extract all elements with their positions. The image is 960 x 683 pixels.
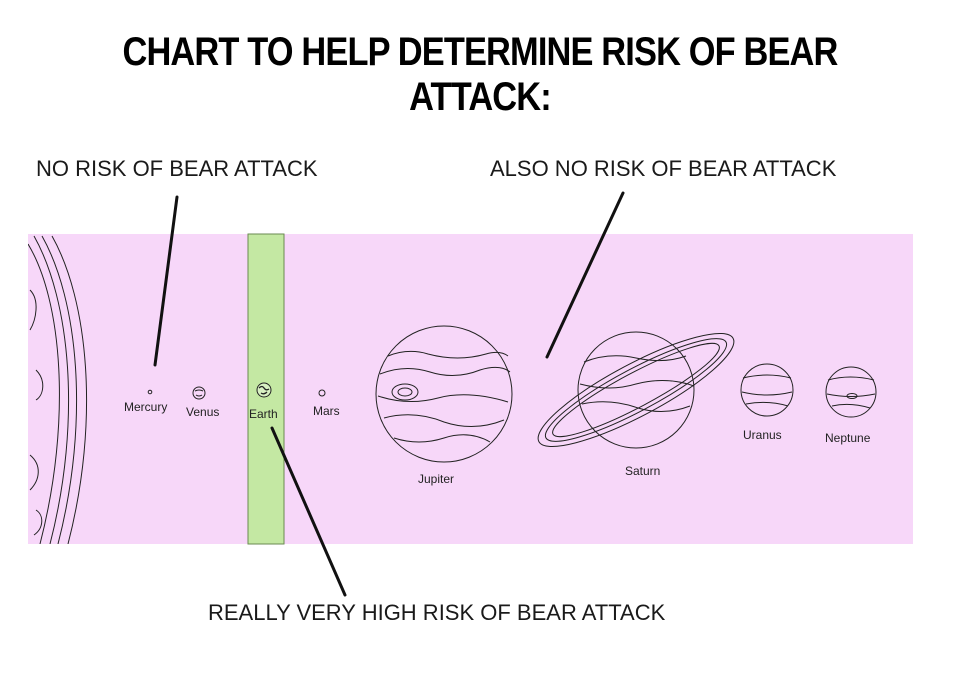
pointer-line-right — [545, 191, 625, 359]
label-neptune: Neptune — [825, 431, 871, 445]
callout-no-risk: NO RISK OF BEAR ATTACK — [36, 156, 318, 181]
label-earth: Earth — [249, 407, 278, 421]
pointer-line-left — [153, 195, 179, 367]
venus-icon — [192, 386, 206, 400]
mars-icon — [318, 389, 326, 397]
sun-edge-icon — [28, 235, 88, 544]
label-mars: Mars — [313, 404, 340, 418]
label-jupiter: Jupiter — [418, 472, 454, 486]
chart-title: CHART TO HELP DETERMINE RISK OF BEAR ATT… — [122, 30, 838, 119]
pointer-line-bottom — [270, 426, 347, 597]
label-saturn: Saturn — [625, 464, 660, 478]
jupiter-icon — [375, 325, 513, 463]
label-venus: Venus — [186, 405, 219, 419]
earth-icon — [256, 382, 272, 398]
uranus-icon — [740, 363, 794, 417]
neptune-icon — [825, 366, 877, 418]
callout-high-risk: REALLY VERY HIGH RISK OF BEAR ATTACK — [208, 600, 666, 625]
label-mercury: Mercury — [124, 400, 167, 414]
saturn-icon — [537, 331, 735, 449]
mercury-icon — [147, 389, 153, 395]
callout-also-no-risk: ALSO NO RISK OF BEAR ATTACK — [490, 156, 837, 181]
pink-band — [28, 234, 913, 544]
label-uranus: Uranus — [743, 428, 782, 442]
